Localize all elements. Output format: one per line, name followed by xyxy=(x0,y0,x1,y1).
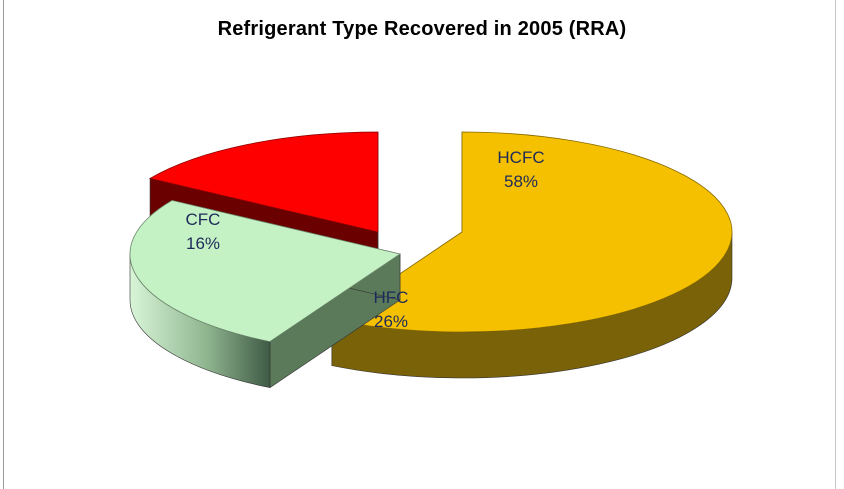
slice-hcfc xyxy=(330,131,733,379)
left-border xyxy=(3,0,4,489)
slice-value-hfc: 26% xyxy=(374,312,408,331)
slice-label-cfc: CFC xyxy=(186,210,221,229)
slice-hcfc-top xyxy=(330,131,733,333)
slice-hfc xyxy=(129,199,401,389)
slice-cfc-top xyxy=(148,131,379,233)
chart-title: Refrigerant Type Recovered in 2005 (RRA) xyxy=(217,18,627,40)
slice-value-hcfc: 58% xyxy=(504,172,538,191)
right-border xyxy=(835,0,836,489)
slice-label-hcfc: HCFC xyxy=(497,148,544,167)
slice-value-cfc: 16% xyxy=(186,234,220,253)
slice-label-hfc: HFC xyxy=(374,288,409,307)
slice-hfc-top xyxy=(129,199,401,343)
